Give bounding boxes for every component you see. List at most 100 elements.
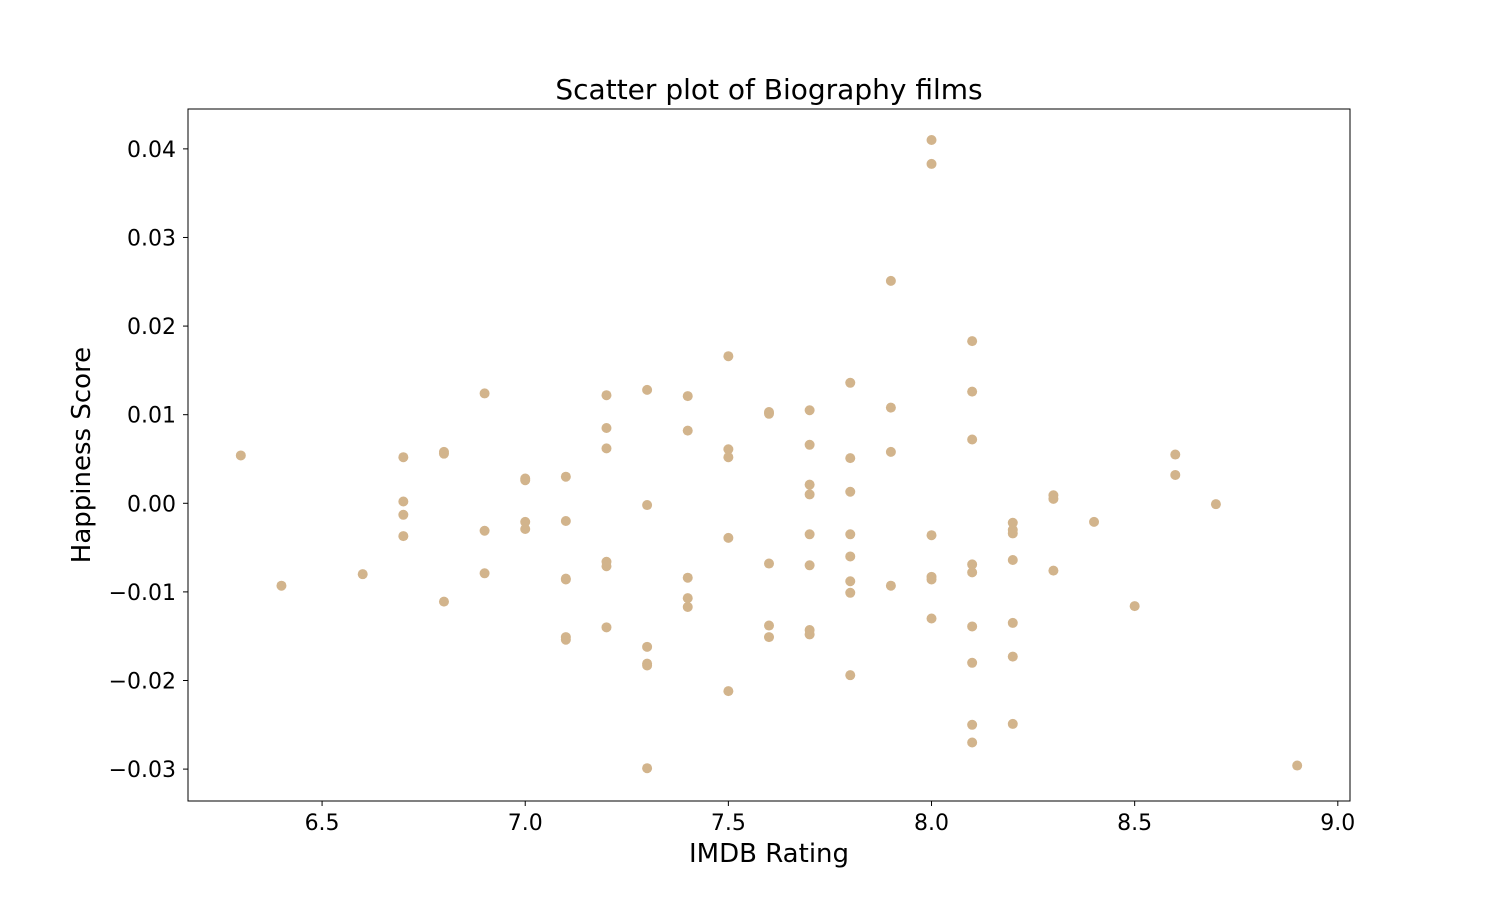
scatter-point <box>398 452 409 463</box>
scatter-point <box>642 660 653 671</box>
scatter-point <box>926 135 937 146</box>
scatter-point <box>560 634 571 645</box>
scatter-point <box>560 574 571 585</box>
scatter-point <box>967 621 978 632</box>
scatter-point <box>438 596 449 607</box>
scatter-point <box>967 657 978 668</box>
scatter-point <box>235 450 246 461</box>
y-tick-label: −0.01 <box>109 581 176 606</box>
scatter-point <box>1007 555 1018 565</box>
scatter-point <box>1007 617 1018 628</box>
scatter-point <box>682 425 693 436</box>
scatter-point <box>1089 516 1100 527</box>
scatter-point <box>804 529 815 540</box>
scatter-point <box>1170 469 1181 480</box>
y-tick-label: −0.03 <box>109 758 176 783</box>
y-tick-label: 0.03 <box>127 226 176 251</box>
scatter-point <box>845 576 856 587</box>
scatter-point <box>967 719 978 730</box>
scatter-point <box>764 620 774 631</box>
y-tick-label: −0.02 <box>109 669 176 694</box>
scatter-point <box>642 384 653 395</box>
scatter-point <box>723 532 734 543</box>
scatter-point <box>601 622 612 633</box>
scatter-point <box>804 439 815 450</box>
y-tick-label: 0.02 <box>127 315 176 340</box>
y-axis-ticks: −0.03 −0.02 −0.01 0.00 0.01 0.02 0.03 0.04 <box>109 138 188 783</box>
scatter-point <box>682 572 693 583</box>
scatter-point <box>804 479 815 490</box>
scatter-point <box>1007 528 1018 539</box>
scatter-point <box>601 443 612 454</box>
scatter-point <box>723 444 734 455</box>
scatter-point <box>967 737 978 748</box>
y-axis-title: Happiness Score <box>67 347 97 563</box>
scatter-point <box>764 632 774 643</box>
scatter-point <box>804 489 815 500</box>
scatter-point <box>398 496 409 507</box>
scatter-point <box>642 500 653 511</box>
scatter-point <box>1048 565 1059 576</box>
scatter-point <box>926 530 937 541</box>
x-tick-label: 6.5 <box>305 811 340 836</box>
scatter-point <box>967 386 978 397</box>
scatter-point <box>926 574 937 585</box>
scatter-point <box>804 629 815 640</box>
scatter-point <box>601 561 612 572</box>
scatter-point <box>560 471 571 482</box>
scatter-point <box>520 475 531 486</box>
x-tick-label: 7.0 <box>508 811 543 836</box>
scatter-point <box>926 613 937 624</box>
scatter-point <box>845 551 856 562</box>
scatter-point <box>1048 493 1059 504</box>
scatter-point <box>845 529 856 540</box>
scatter-point <box>560 516 571 527</box>
scatter-point <box>885 580 896 591</box>
scatter-point <box>520 523 531 534</box>
scatter-point <box>845 486 856 497</box>
scatter-point <box>479 568 490 579</box>
scatter-point <box>601 422 612 433</box>
scatter-point <box>601 390 612 401</box>
scatter-point <box>1210 499 1221 510</box>
scatter-point <box>1129 601 1140 612</box>
x-axis-ticks: 6.5 7.0 7.5 8.0 8.5 9.0 <box>305 801 1355 836</box>
x-tick-label: 9.0 <box>1320 811 1355 836</box>
plot-area-frame <box>187 108 1351 802</box>
x-axis-title: IMDB Rating <box>689 839 849 869</box>
scatter-point <box>1007 651 1018 662</box>
scatter-point <box>885 446 896 457</box>
scatter-point <box>845 587 856 598</box>
y-tick-label: 0.00 <box>127 492 176 517</box>
scatter-point <box>885 402 896 413</box>
scatter-point <box>520 516 531 527</box>
scatter-point <box>804 560 815 571</box>
y-tick-label: 0.01 <box>127 404 176 429</box>
scatter-point <box>438 448 449 459</box>
scatter-point <box>723 452 734 463</box>
scatter-point <box>804 405 815 416</box>
scatter-point <box>723 351 734 362</box>
scatter-point <box>1292 760 1303 771</box>
scatter-point <box>682 601 693 612</box>
scatter-point <box>723 686 734 697</box>
scatter-point <box>967 567 978 578</box>
x-tick-label: 7.5 <box>711 811 746 836</box>
scatter-point <box>357 569 368 580</box>
points-layer <box>235 135 1303 774</box>
scatter-point <box>926 158 937 169</box>
scatter-point <box>845 670 856 681</box>
scatter-point <box>642 763 653 774</box>
scatter-point <box>967 434 978 445</box>
scatter-point <box>276 580 287 591</box>
chart-title: Scatter plot of Biography films <box>555 73 982 106</box>
scatter-point <box>885 275 896 286</box>
x-tick-label: 8.5 <box>1117 811 1152 836</box>
scatter-point <box>845 377 856 388</box>
scatter-point <box>1007 517 1018 528</box>
scatter-point <box>967 336 978 347</box>
scatter-point <box>967 559 978 570</box>
scatter-point <box>1007 718 1018 729</box>
